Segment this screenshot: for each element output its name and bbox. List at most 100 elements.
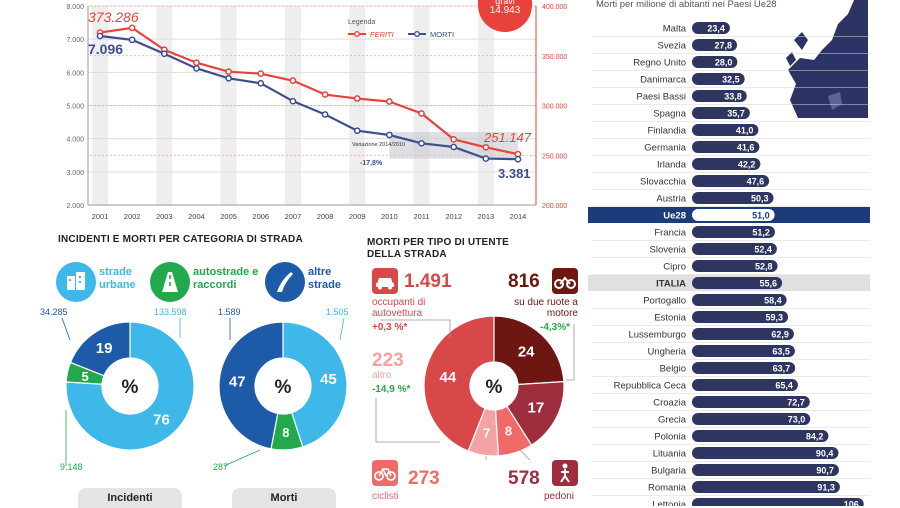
pedestrian-icon	[552, 460, 578, 486]
ciclisti-label: ciclisti	[372, 491, 399, 502]
feriti-point	[418, 110, 425, 117]
pie-morti-slice-label: 8	[282, 425, 289, 440]
bar-value-label: 51,0	[752, 211, 770, 221]
bar-category-label: Repubblica Ceca	[614, 381, 687, 392]
bar-value-label: 41,0	[736, 126, 754, 136]
right-tick-label: 200.000	[542, 203, 567, 210]
bar	[692, 430, 829, 442]
pie-utenti-slice-label: 8	[505, 424, 512, 439]
year-label: 2007	[285, 212, 302, 221]
pie-incidenti-slice-label: 5	[81, 369, 88, 384]
year-label: 2008	[317, 212, 334, 221]
left-tick-label: 7.000	[66, 37, 84, 44]
altro-label: altro	[372, 370, 392, 381]
pie-utenti-slice	[423, 315, 495, 452]
bar	[692, 39, 738, 51]
users-title: MORTI PER TIPO DI UTENTE DELLA STRADA	[367, 237, 510, 260]
bar-category-label: Austria	[656, 194, 686, 205]
bar-value-label: 90,7	[816, 466, 834, 476]
morti-autostrade-count: 287	[213, 462, 228, 472]
header-value-badge: gravi 14.943	[478, 0, 532, 32]
pie-utenti-slice	[467, 407, 500, 457]
car-icon-svg	[376, 278, 394, 290]
bar-value-label: 55,6	[760, 279, 778, 289]
bar	[692, 124, 759, 136]
occupanti-connector	[380, 319, 451, 338]
morti-point	[386, 131, 393, 139]
bar-category-label: Cipro	[663, 262, 686, 273]
city-icon	[56, 262, 96, 302]
bar	[692, 464, 839, 476]
morti-point	[321, 111, 329, 118]
bar-value-label: 23,4	[707, 24, 725, 34]
pedoni-count: 578	[508, 468, 540, 489]
pie-incidenti-slice-label: 76	[153, 412, 170, 429]
bar	[692, 107, 750, 119]
bar-value-label: 63,5	[772, 347, 790, 357]
year-label: 2010	[381, 212, 398, 221]
legend-feriti-dot	[354, 31, 360, 37]
feriti-point	[128, 24, 136, 32]
feriti-point	[386, 98, 393, 105]
bar-value-label: 33,8	[724, 92, 742, 102]
legend-autostrade: autostrade e raccordi	[193, 266, 259, 291]
road-icon-svg	[277, 272, 293, 292]
bar-category-label: Croazia	[653, 398, 686, 409]
morti-point	[482, 155, 490, 162]
occupanti-label: occupanti di autovettura	[372, 297, 426, 319]
bar-category-label: Spagna	[653, 109, 686, 120]
bar-value-label: 63,7	[773, 364, 791, 374]
bar-category-label: Svezia	[657, 41, 686, 52]
morti-line	[99, 34, 519, 161]
morti-point	[450, 143, 458, 151]
pie-incidenti-slice-label: 19	[96, 340, 113, 357]
morti-point	[225, 74, 232, 82]
occupanti-change: +0,3 %*	[372, 322, 408, 333]
feriti-point	[257, 70, 265, 78]
bar-value-label: 42,2	[738, 160, 756, 170]
bar-value-label: 73,0	[788, 415, 806, 425]
morti-point	[193, 65, 200, 72]
morti-point	[514, 155, 522, 163]
bar-value-label: 27,8	[715, 41, 733, 51]
motorbike-icon-svg	[554, 276, 576, 289]
due-ruote-label: su due ruote a motore	[514, 297, 578, 319]
pie-incidenti-slice	[65, 321, 195, 451]
bar-category-label: Slovacchia	[640, 177, 687, 188]
bar	[692, 260, 778, 272]
pedoni-connector	[519, 449, 531, 460]
year-label: 2004	[188, 212, 205, 221]
bar	[692, 379, 798, 391]
due-ruote-count: 816	[508, 271, 540, 292]
bar-value-label: 91,3	[817, 483, 835, 493]
bar	[692, 498, 864, 506]
bar-category-label: Lituania	[653, 449, 687, 460]
incidenti-urbane-count: 133.598	[154, 307, 187, 317]
bar	[692, 481, 840, 493]
year-label: 2012	[445, 212, 462, 221]
bar	[692, 226, 775, 238]
bar	[692, 362, 796, 374]
morti-point	[353, 127, 361, 135]
right-tick-label: 400.000	[542, 4, 567, 11]
altro-change: -14,9 %*	[372, 384, 411, 395]
bar-value-label: 28,0	[715, 58, 733, 68]
pie-morti-center-symbol: %	[275, 377, 292, 398]
pie-incidenti-center-symbol: %	[122, 377, 139, 398]
bar-category-label: Lettonia	[652, 500, 687, 507]
legend-morti: MORTI	[430, 30, 454, 39]
morti-point	[257, 79, 265, 87]
bar-category-label: Slovenia	[650, 245, 687, 256]
bar-category-label: Portogallo	[643, 296, 686, 307]
bar	[692, 158, 761, 170]
bar	[692, 345, 795, 357]
year-label: 2002	[124, 212, 141, 221]
bar	[692, 328, 794, 340]
bar	[692, 175, 770, 187]
pie-utenti-center-symbol: %	[486, 377, 503, 398]
bar-value-label: 106	[844, 500, 859, 507]
bar	[692, 90, 747, 102]
bar-category-label: Lussemburgo	[628, 330, 686, 341]
bar-category-label: Estonia	[654, 313, 686, 324]
bar-category-label: Belgio	[660, 364, 686, 375]
